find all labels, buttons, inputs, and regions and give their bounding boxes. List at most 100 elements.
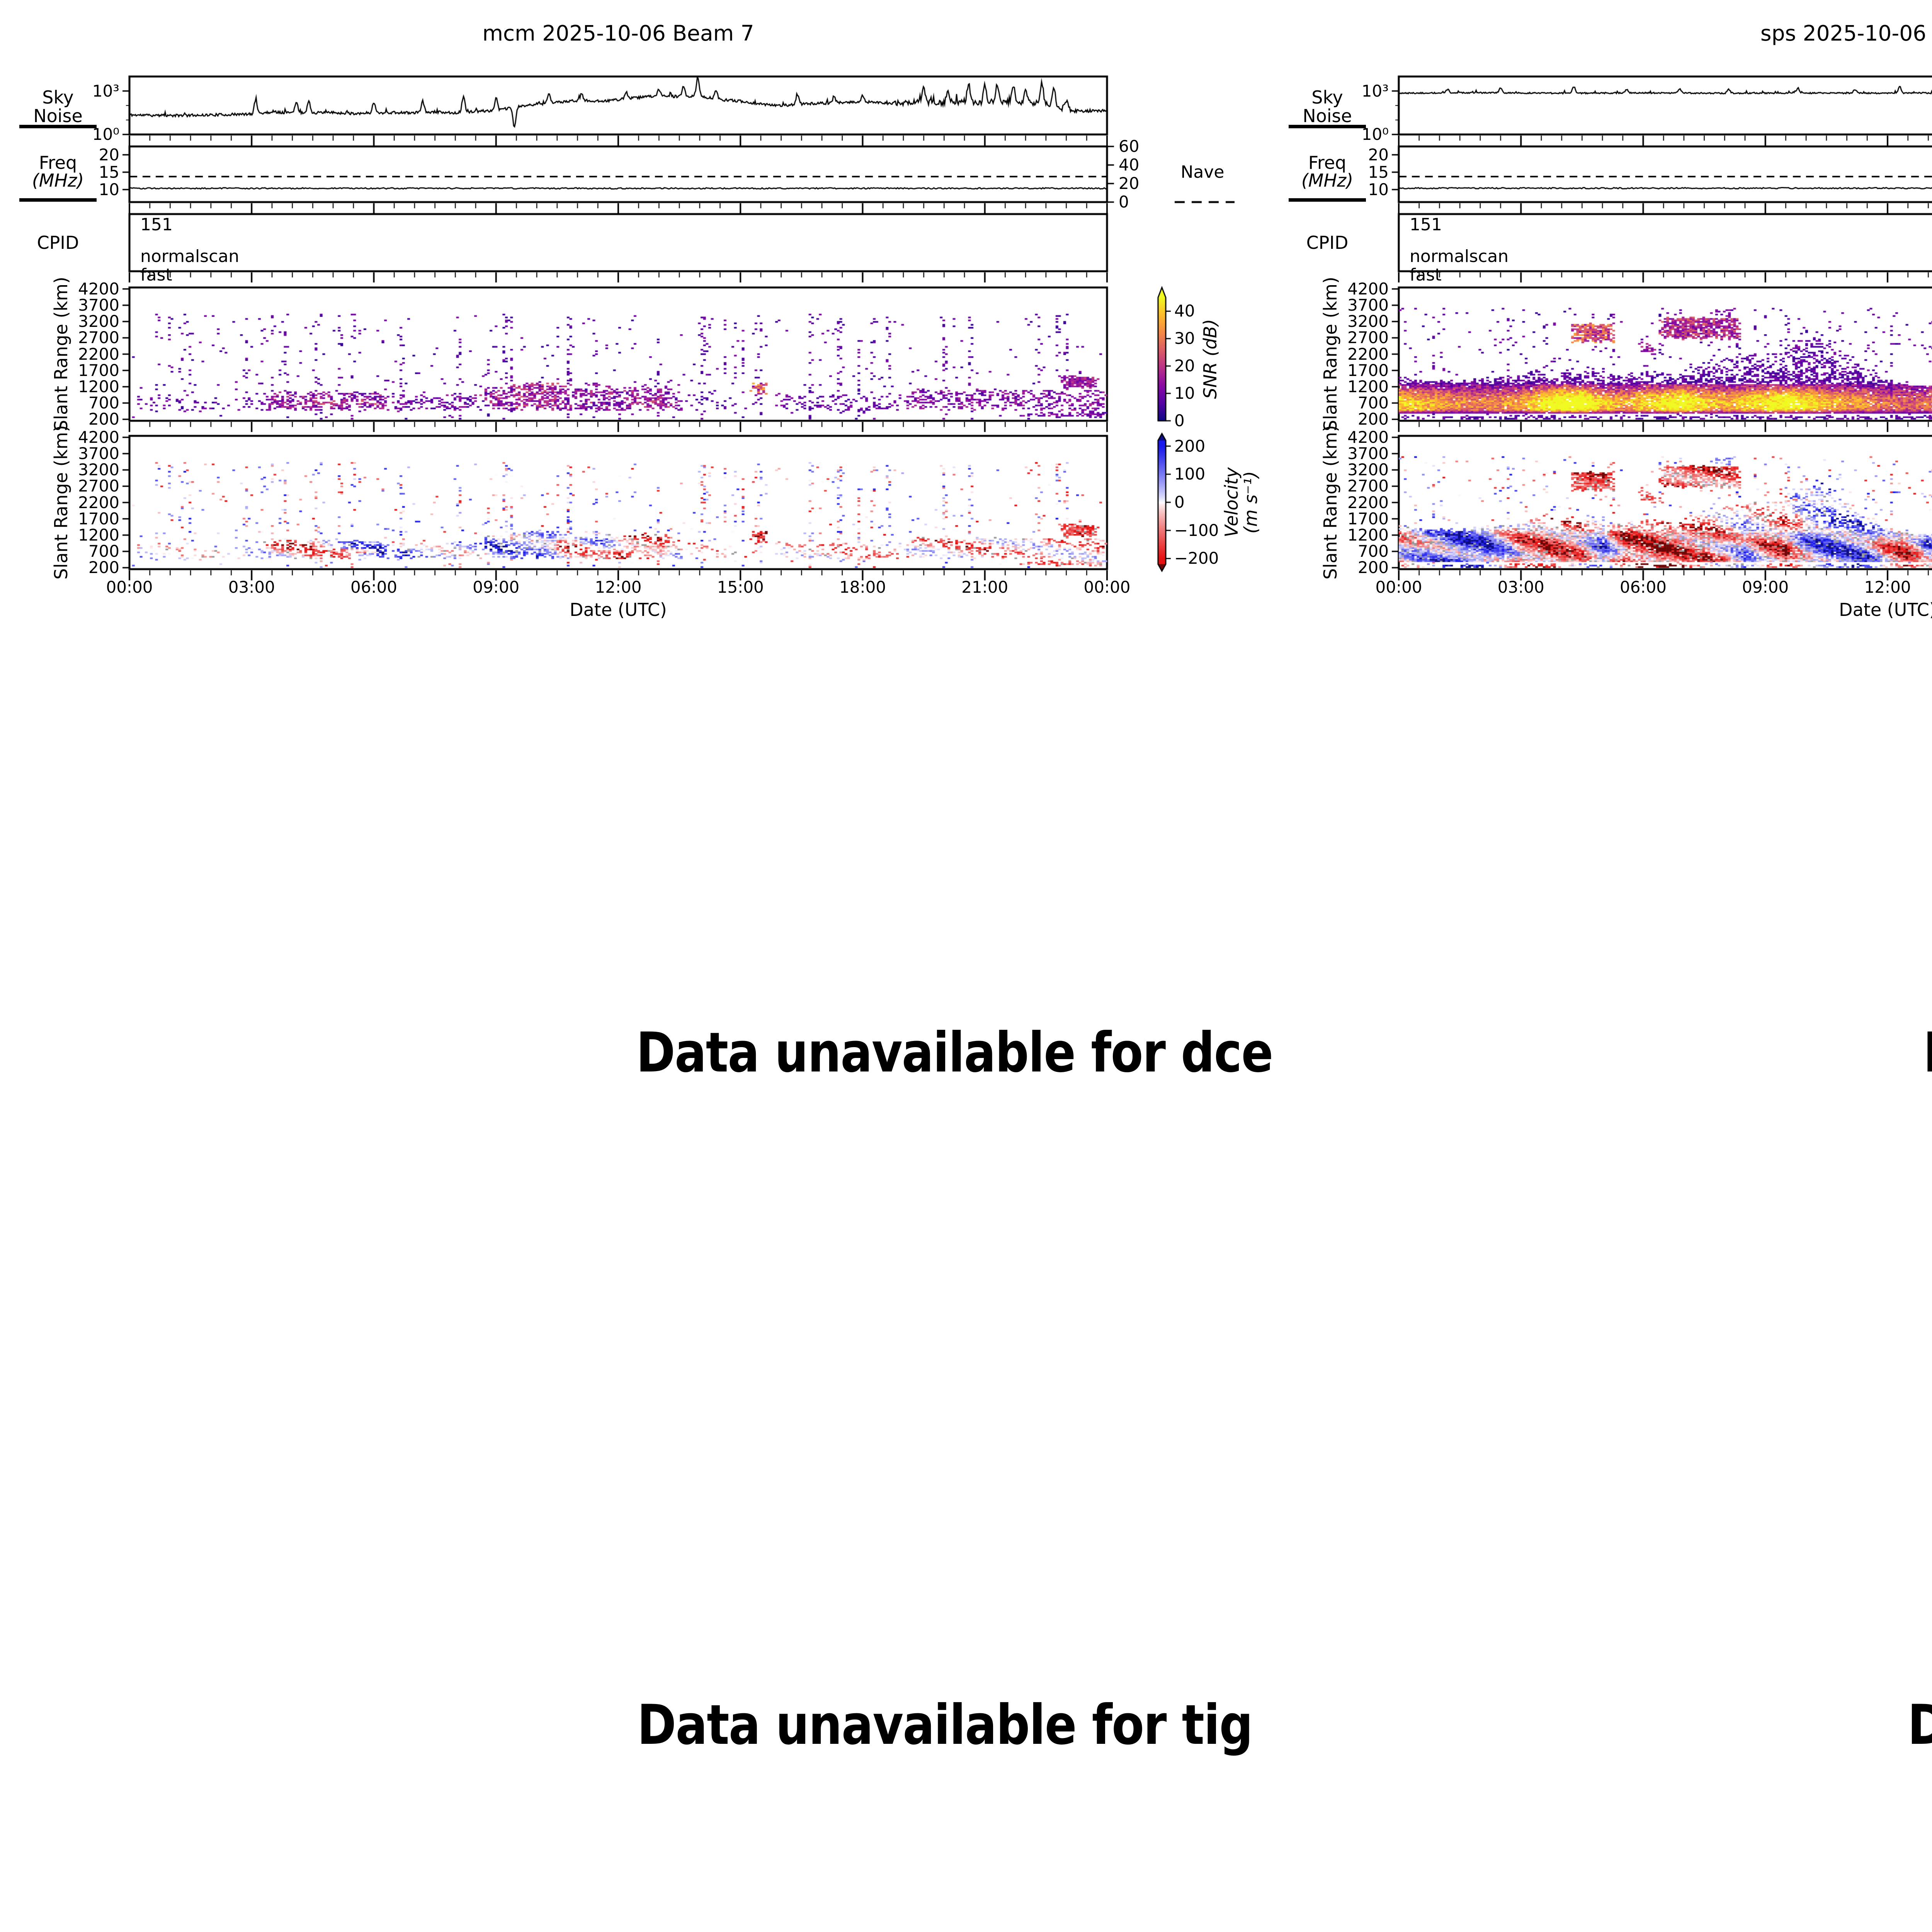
snr-colorbar-tick-mcm: 30 — [1174, 329, 1195, 348]
time-xtick-mcm: 00:00 — [106, 578, 153, 597]
freq-axis-label: Freq — [1308, 152, 1347, 173]
velocity-colorbar-tick-mcm: 0 — [1174, 493, 1185, 512]
cpid-mode-value: normalscan fast — [140, 247, 240, 285]
time-xtick-sps: 00:00 — [1375, 578, 1422, 597]
velocity-colorbar-tick-mcm: 200 — [1174, 436, 1206, 456]
sky-noise-ytick-mcm: 10⁰ — [92, 125, 119, 144]
sky-noise-axis-label: Noise — [33, 105, 83, 126]
slant-range-ytick-mcm: 2200 — [78, 493, 119, 512]
sky-noise-underline — [19, 125, 97, 128]
cpid-mode-value: normalscan fast — [1410, 247, 1509, 285]
sky-noise-ytick-sps: 10⁰ — [1361, 125, 1389, 144]
slant-range-ytick-sps: 200 — [1357, 558, 1389, 577]
data-unavailable-text-dce: Data unavailable for dce — [636, 1021, 1273, 1085]
cpid-id-value: 151 — [1410, 215, 1442, 235]
slant-range-ytick-sps: 3200 — [1347, 312, 1389, 331]
sky-noise-axis-label: Sky — [1311, 87, 1343, 108]
slant-range-ytick-mcm: 2700 — [78, 328, 119, 347]
sky-noise-underline — [1289, 125, 1366, 128]
slant-range-ytick-mcm: 200 — [88, 558, 119, 577]
slant-range-ytick-mcm: 3200 — [78, 312, 119, 331]
freq-underline — [19, 198, 97, 202]
slant-range-ytick-sps: 1200 — [1347, 377, 1389, 396]
slant-range-ytick-mcm: 3700 — [78, 444, 119, 463]
time-xtick-mcm: 03:00 — [228, 578, 275, 597]
freq-ytick-sps: 20 — [1368, 145, 1389, 164]
page-title: sps 2025-10-06 Beam 7 — [1760, 21, 1932, 46]
nave-ytick-mcm: 60 — [1119, 137, 1139, 156]
page-title: mcm 2025-10-06 Beam 7 — [482, 21, 754, 46]
freq-units-label: (MHz) — [32, 170, 84, 191]
time-xtick-mcm: 06:00 — [350, 578, 398, 597]
xaxis-label: Date (UTC) — [570, 599, 667, 620]
freq-ytick-sps: 10 — [1368, 180, 1389, 199]
data-unavailable-text-ker: Data unavailable for ker — [1872, 1022, 1932, 1084]
freq-underline — [1289, 198, 1366, 202]
time-xtick-sps: 12:00 — [1864, 578, 1911, 597]
cpid-id-value: 151 — [140, 215, 173, 235]
slant-range-ytick-sps: 1700 — [1347, 509, 1389, 528]
sky-noise-axis-label: Sky — [42, 87, 74, 108]
freq-axis-label: Freq — [39, 152, 77, 173]
data-unavailable-text-san: Data unavailable for san — [1860, 1694, 1932, 1756]
nave-ytick-mcm: 40 — [1119, 155, 1139, 174]
velocity-colorbar-tick-mcm: −200 — [1174, 549, 1219, 568]
velocity-colorbar-tick-mcm: −100 — [1174, 520, 1219, 540]
slant-range-ytick-sps: 2200 — [1347, 344, 1389, 364]
slant-range-ytick-sps: 3200 — [1347, 460, 1389, 480]
nave-legend-label: Nave — [1180, 162, 1225, 182]
sky-noise-ytick-sps: 10³ — [1361, 81, 1389, 100]
freq-ytick-mcm: 15 — [99, 162, 119, 182]
nave-ytick-mcm: 0 — [1119, 192, 1129, 211]
snr-colorbar-tick-mcm: 0 — [1174, 411, 1185, 430]
freq-ytick-sps: 15 — [1368, 162, 1389, 182]
slant-range-ytick-sps: 1700 — [1347, 361, 1389, 380]
slant-range-ytick-mcm: 3200 — [78, 460, 119, 480]
time-xtick-mcm: 12:00 — [595, 578, 642, 597]
xaxis-label: Date (UTC) — [1839, 599, 1932, 620]
slant-range-ytick-mcm: 1700 — [78, 509, 119, 528]
slant-range-ytick-sps: 700 — [1357, 542, 1389, 561]
nave-ytick-mcm: 20 — [1119, 174, 1139, 193]
snr-colorbar-tick-mcm: 10 — [1174, 384, 1195, 403]
slant-range-ytick-mcm: 2700 — [78, 476, 119, 496]
slant-range-ytick-mcm: 4200 — [78, 279, 119, 298]
time-xtick-sps: 06:00 — [1619, 578, 1667, 597]
slant-range-ytick-mcm: 1200 — [78, 377, 119, 396]
slant-range-ytick-mcm: 3700 — [78, 295, 119, 315]
slant-range-ytick-sps: 2700 — [1347, 328, 1389, 347]
slant-range-ytick-sps: 200 — [1357, 410, 1389, 429]
cpid-axis-label: CPID — [1306, 232, 1349, 253]
time-xtick-sps: 03:00 — [1497, 578, 1544, 597]
slant-range-ytick-mcm: 700 — [88, 542, 119, 561]
time-xtick-mcm: 09:00 — [473, 578, 520, 597]
sky-noise-ytick-mcm: 10³ — [92, 81, 119, 100]
slant-range-ytick-sps: 3700 — [1347, 444, 1389, 463]
freq-ytick-mcm: 20 — [99, 145, 119, 164]
slant-range-ytick-sps: 2700 — [1347, 476, 1389, 496]
slant-range-ytick-mcm: 2200 — [78, 344, 119, 364]
slant-range-ytick-mcm: 700 — [88, 393, 119, 413]
time-xtick-sps: 09:00 — [1742, 578, 1789, 597]
slant-range-ytick-mcm: 4200 — [78, 427, 119, 447]
slant-range-ytick-sps: 4200 — [1347, 279, 1389, 298]
freq-ytick-mcm: 10 — [99, 180, 119, 199]
slant-range-ytick-sps: 1200 — [1347, 525, 1389, 544]
slant-range-ytick-sps: 2200 — [1347, 493, 1389, 512]
snr-colorbar-tick-mcm: 40 — [1174, 301, 1195, 321]
slant-range-ytick-sps: 700 — [1357, 393, 1389, 413]
time-xtick-mcm: 18:00 — [839, 578, 886, 597]
time-xtick-mcm: 15:00 — [717, 578, 764, 597]
velocity-colorbar-tick-mcm: 100 — [1174, 464, 1206, 484]
cpid-axis-label: CPID — [37, 232, 79, 253]
sky-noise-axis-label: Noise — [1303, 105, 1352, 126]
slant-range-ytick-sps: 4200 — [1347, 427, 1389, 447]
slant-range-ytick-sps: 3700 — [1347, 295, 1389, 315]
slant-range-ytick-mcm: 1700 — [78, 361, 119, 380]
slant-range-ytick-mcm: 1200 — [78, 525, 119, 544]
slant-range-ytick-mcm: 200 — [88, 410, 119, 429]
snr-colorbar-tick-mcm: 20 — [1174, 356, 1195, 376]
data-unavailable-text-tig: Data unavailable for tig — [637, 1693, 1253, 1757]
